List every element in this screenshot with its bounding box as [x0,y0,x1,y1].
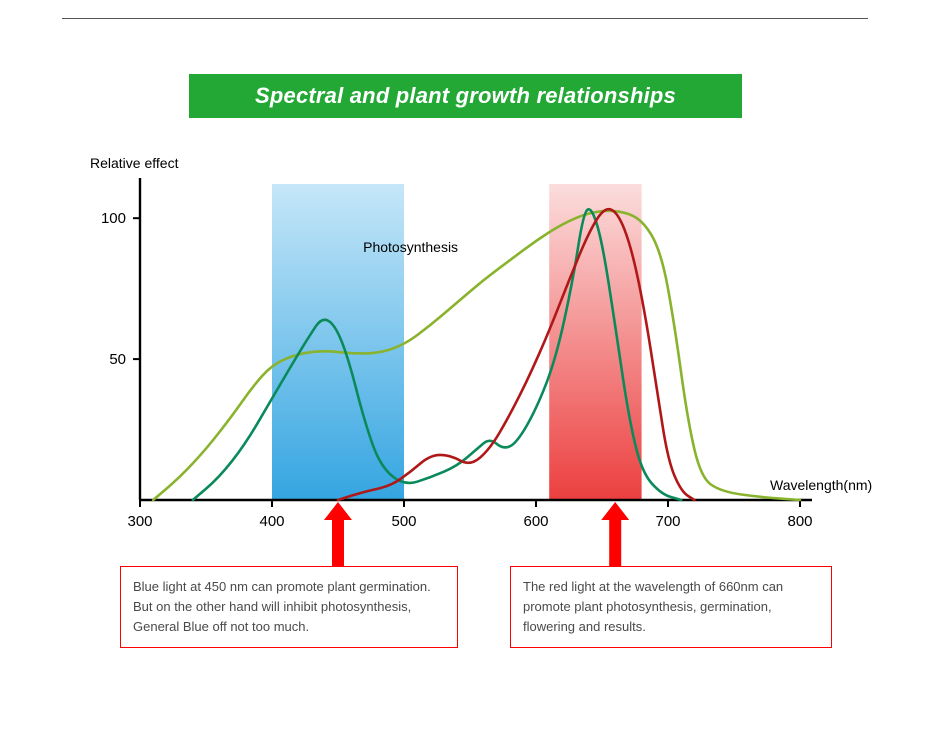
red-arrow-head [601,502,629,520]
blue-arrow-shaft [332,516,344,566]
x-tick-label: 300 [127,513,152,530]
blue-light-note: Blue light at 450 nm can promote plant g… [120,566,458,648]
title-banner: Spectral and plant growth relationships [189,74,742,118]
spectral-chart: 300 400 500 600 700 800 Wavelength(nm) 50 100 Rel… [80,148,880,708]
red-band [549,184,641,500]
x-tick-label: 800 [787,513,812,530]
x-tick-label: 700 [655,513,680,530]
blue-band [272,184,404,500]
x-tick-label: 600 [523,513,548,530]
red-arrow-shaft [609,516,621,566]
y-tick-label: 100 [101,210,126,227]
x-tick-label: 500 [391,513,416,530]
x-axis-label: Wavelength(nm) [770,477,872,493]
series-photosynthesis [153,211,800,500]
blue-arrow-head [324,502,352,520]
red-light-note: The red light at the wavelength of 660nm… [510,566,832,648]
x-tick-label: 400 [259,513,284,530]
y-tick-label: 50 [109,351,126,368]
inline-label: Photosynthesis [363,239,458,255]
title-text: Spectral and plant growth relationships [255,83,676,109]
top-horizontal-rule [62,18,868,19]
y-axis-label: Relative effect [90,155,179,171]
